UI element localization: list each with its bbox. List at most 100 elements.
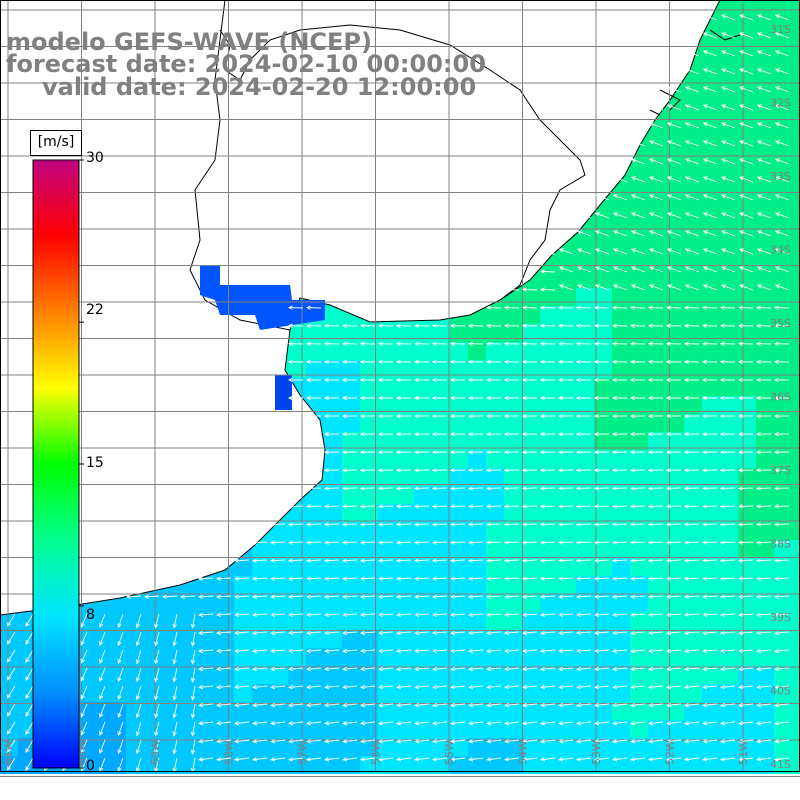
wind-arrow xyxy=(613,739,628,743)
wind-arrow xyxy=(505,595,520,598)
wind-cell xyxy=(486,324,504,342)
wind-arrow-head xyxy=(378,449,383,455)
wind-arrow-head xyxy=(270,666,275,672)
wind-arrow-head xyxy=(522,576,527,581)
wind-arrow xyxy=(739,613,754,616)
wind-cell xyxy=(324,396,342,414)
wind-cell xyxy=(90,720,108,738)
wind-arrow-head xyxy=(234,702,239,708)
wind-cell xyxy=(648,396,666,414)
wind-arrow-head xyxy=(612,431,617,437)
coastline-upper xyxy=(189,0,586,331)
wind-arrow-head xyxy=(172,677,177,683)
wind-arrow xyxy=(541,667,556,670)
wind-arrow xyxy=(7,667,16,681)
wind-cell xyxy=(648,450,666,468)
wind-arrow-head xyxy=(126,594,131,599)
wind-arrow xyxy=(775,32,790,39)
wind-cell xyxy=(702,324,720,342)
wind-arrow-head xyxy=(252,684,257,690)
wind-arrow-head xyxy=(99,623,104,628)
wind-arrow xyxy=(739,631,754,634)
wind-arrow-head xyxy=(540,684,545,690)
wind-arrow xyxy=(666,523,682,526)
wind-arrow xyxy=(504,559,520,562)
wind-arrow-head xyxy=(684,377,689,383)
wind-cell xyxy=(468,486,486,504)
wind-arrow xyxy=(99,757,106,772)
wind-arrow xyxy=(486,523,502,526)
wind-arrow-head xyxy=(216,594,221,599)
wind-arrow-head xyxy=(414,341,419,347)
wind-arrow-head xyxy=(738,266,744,271)
wind-arrow-head xyxy=(378,648,383,654)
wind-arrow xyxy=(415,649,430,652)
wind-arrow xyxy=(325,649,340,652)
wind-cell xyxy=(666,288,684,306)
wind-arrow-head xyxy=(378,612,383,618)
model-title: modelo GEFS-WAVE (NCEP) xyxy=(6,28,372,56)
wind-arrow-head xyxy=(684,612,689,618)
wind-arrow-head xyxy=(684,50,690,55)
wind-arrow-head xyxy=(324,702,329,708)
wind-arrow-head xyxy=(648,739,654,744)
wind-arrow xyxy=(684,541,700,544)
wind-arrow xyxy=(343,595,358,598)
wind-arrow xyxy=(774,541,790,544)
wind-arrow xyxy=(469,739,484,743)
wind-arrow-head xyxy=(468,757,474,762)
wind-arrow-head xyxy=(396,720,401,726)
wind-cell xyxy=(702,234,720,252)
wind-arrow-head xyxy=(558,648,563,654)
wind-arrow-head xyxy=(486,323,491,328)
wind-arrow-head xyxy=(468,540,473,545)
wind-arrow xyxy=(154,631,160,646)
wind-arrow-head xyxy=(396,558,401,563)
wind-arrow-head xyxy=(234,630,239,636)
wind-arrow-head xyxy=(324,720,329,726)
wind-cell xyxy=(702,504,720,522)
wind-arrow xyxy=(235,649,250,652)
wind-arrow-head xyxy=(306,576,311,581)
wind-arrow xyxy=(80,721,88,736)
wind-arrow-head xyxy=(468,413,473,419)
wind-arrow-head xyxy=(738,158,744,163)
wind-cell xyxy=(792,738,800,756)
wind-arrow xyxy=(217,757,232,761)
wind-arrow-head xyxy=(468,666,473,672)
wind-cell xyxy=(108,630,126,648)
wind-arrow-head xyxy=(756,32,762,37)
wind-arrow xyxy=(685,122,700,129)
wind-arrow xyxy=(757,757,772,761)
wind-arrow xyxy=(487,649,502,652)
wind-cell xyxy=(702,486,720,504)
wind-arrow xyxy=(541,595,556,598)
wind-arrow-head xyxy=(774,630,779,636)
wind-arrow-head xyxy=(25,694,30,699)
wind-arrow-head xyxy=(720,323,725,328)
wind-arrow-head xyxy=(756,194,762,199)
longitude-label: 55W xyxy=(443,740,456,765)
wind-arrow xyxy=(774,559,790,562)
wind-arrow-head xyxy=(270,720,275,726)
wind-arrow-head xyxy=(702,395,707,401)
wind-arrow-head xyxy=(486,359,491,365)
wind-cell xyxy=(792,450,800,468)
wind-arrow-head xyxy=(468,395,473,401)
wind-cell xyxy=(612,198,630,216)
wind-arrow-head xyxy=(720,341,725,347)
wind-arrow-head xyxy=(432,576,437,581)
wind-arrow xyxy=(667,212,682,219)
wind-arrow xyxy=(522,289,538,291)
wind-arrow xyxy=(649,721,664,725)
wind-arrow xyxy=(199,757,214,761)
wind-arrow-head xyxy=(396,684,401,690)
wind-arrow-head xyxy=(360,540,365,545)
wind-cell xyxy=(720,108,738,126)
wind-arrow-head xyxy=(648,594,653,599)
wind-cell xyxy=(504,378,522,396)
wind-arrow xyxy=(649,104,664,111)
wind-arrow-head xyxy=(360,757,366,762)
wind-cell xyxy=(648,270,666,288)
wind-cell xyxy=(792,684,800,702)
